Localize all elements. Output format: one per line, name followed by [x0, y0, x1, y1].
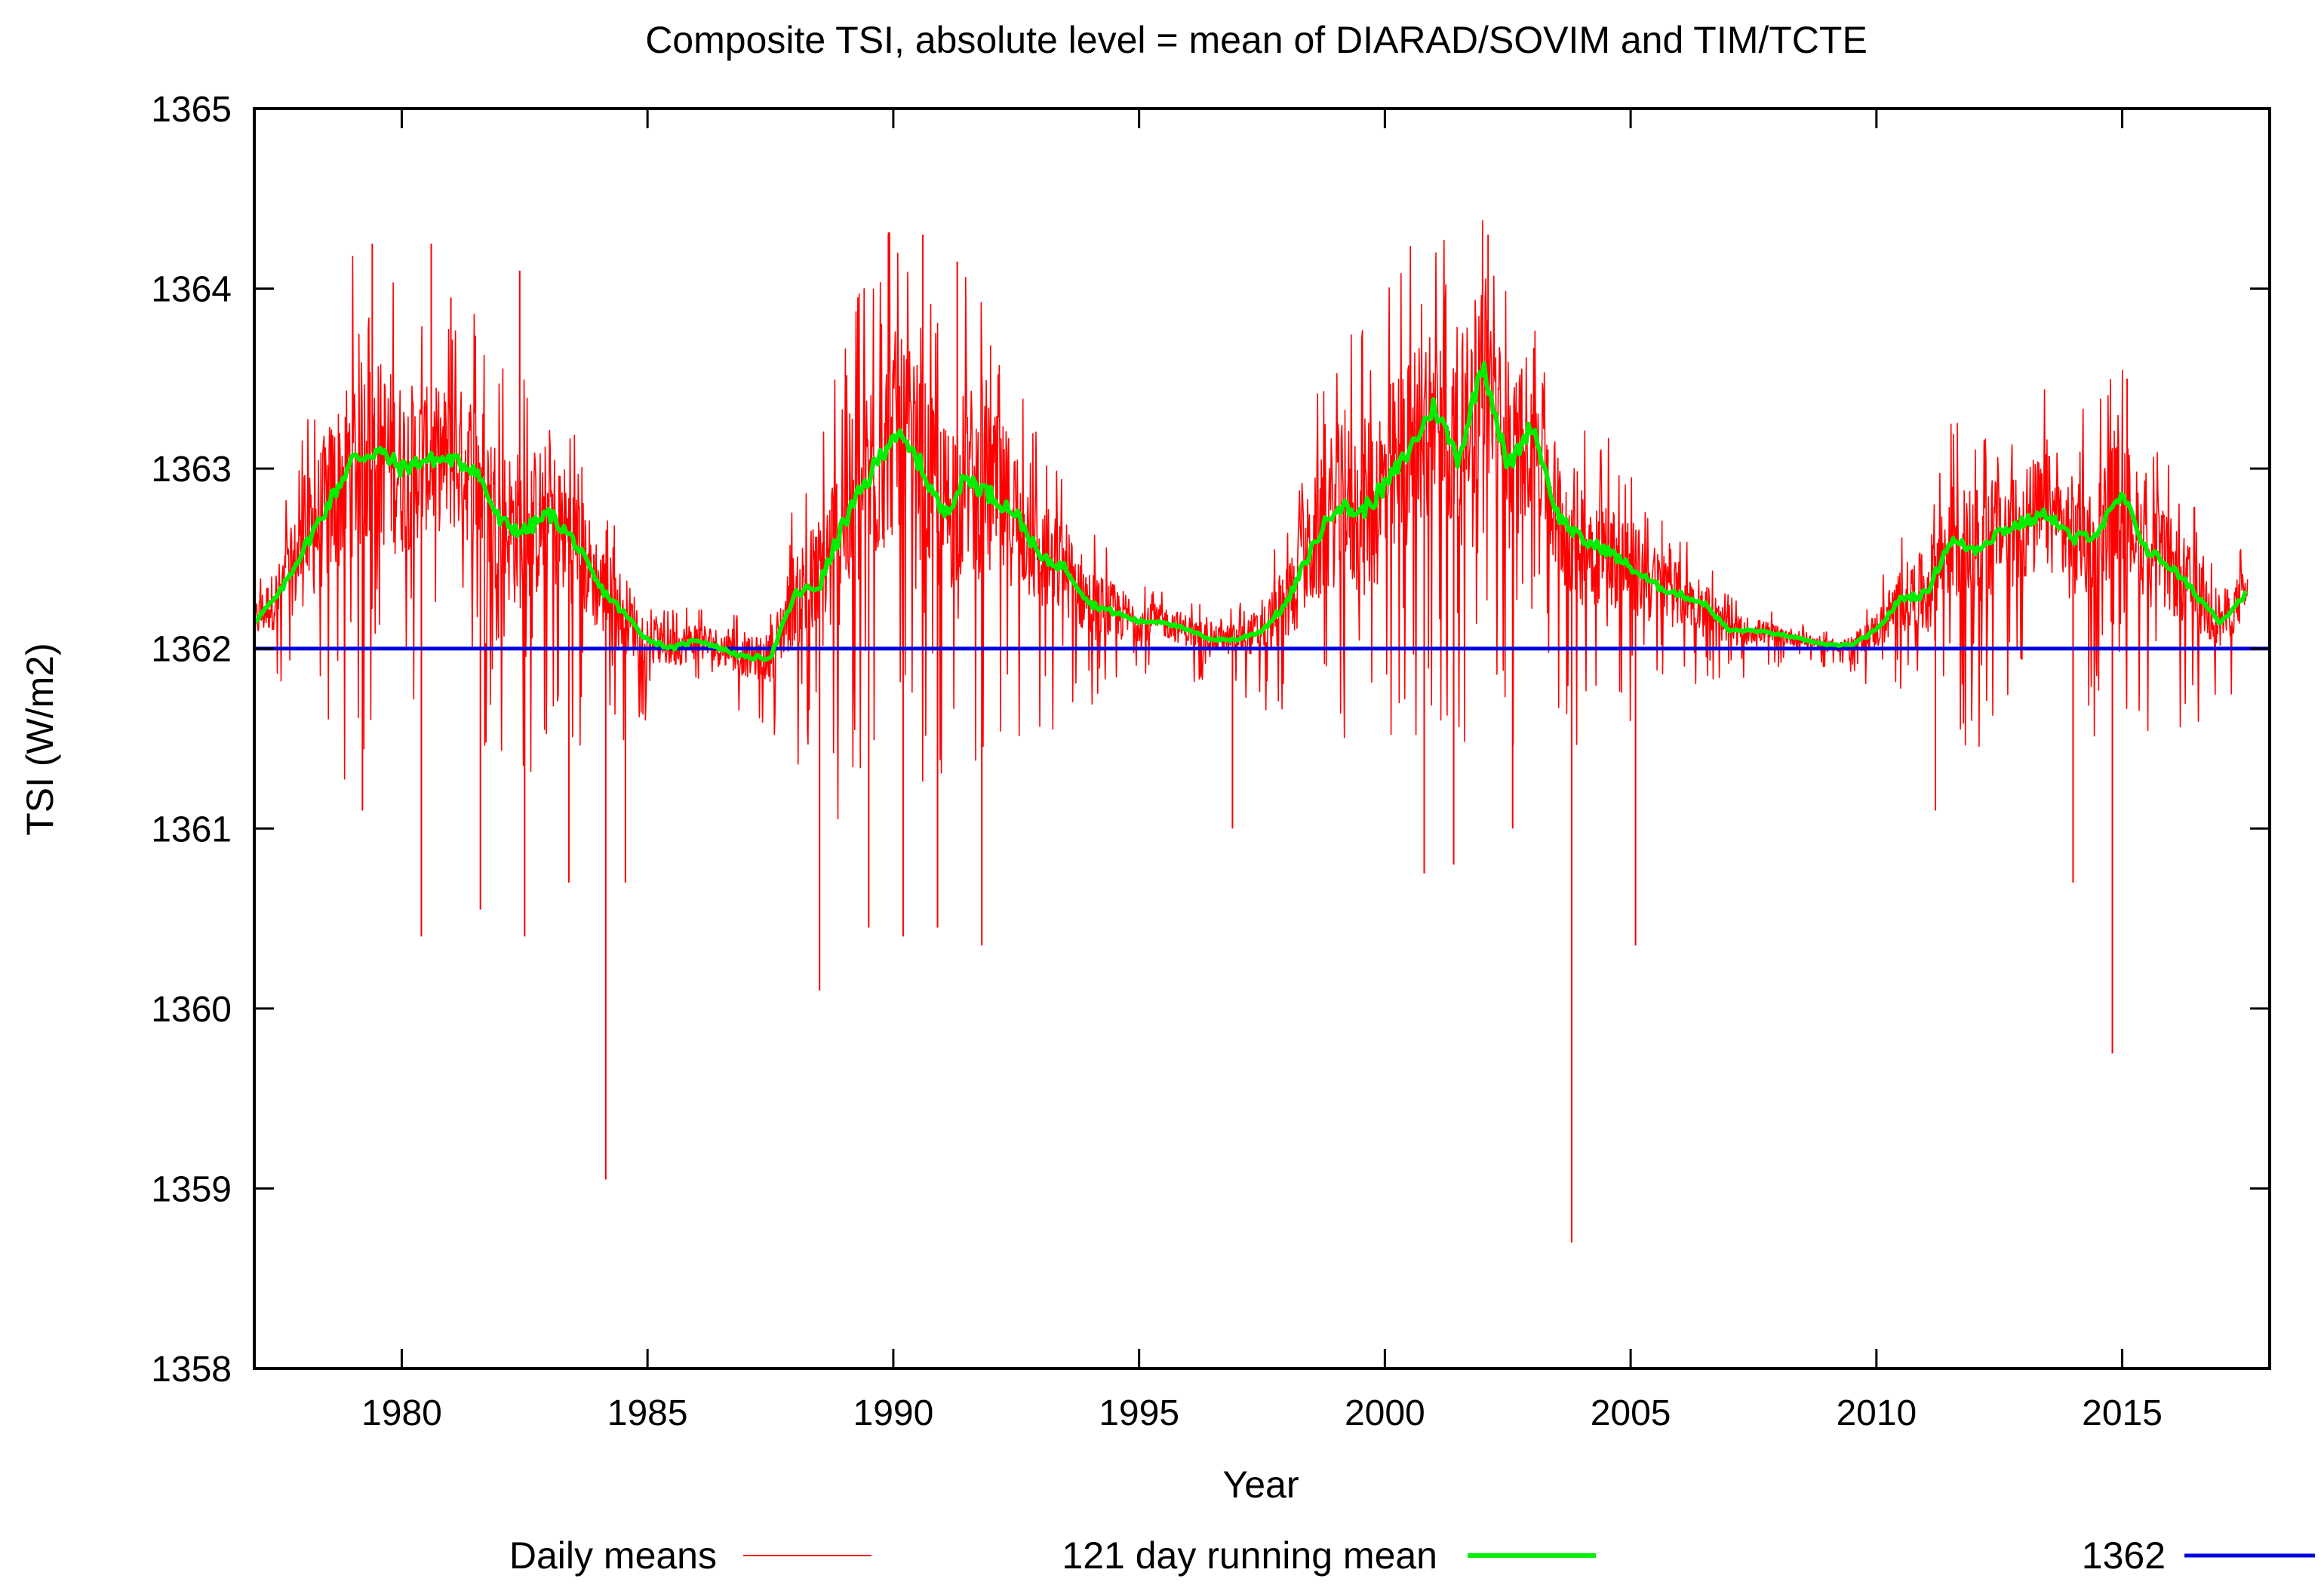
legend-label: Daily means	[509, 1534, 717, 1577]
x-tick-label: 1985	[607, 1393, 688, 1433]
y-tick-label: 1364	[151, 270, 232, 310]
y-tick-label: 1363	[151, 450, 232, 490]
x-tick-label: 1995	[1099, 1393, 1179, 1433]
legend-label: 1362	[2082, 1534, 2166, 1577]
y-tick-label: 1365	[151, 90, 232, 130]
y-tick-label: 1362	[151, 630, 232, 670]
y-tick-label: 1361	[151, 809, 232, 849]
running-mean-line	[254, 361, 2248, 662]
x-tick-label: 2005	[1591, 1393, 1671, 1433]
plot-frame	[253, 107, 2271, 1370]
y-tick-label: 1359	[151, 1169, 232, 1209]
y-tick-label: 1358	[151, 1350, 232, 1390]
daily-means-line	[254, 220, 2249, 820]
y-axis-label: TSI (W/m2)	[19, 643, 61, 836]
chart-title: Composite TSI, absolute level = mean of …	[645, 19, 1868, 61]
y-tick-label: 1360	[151, 990, 232, 1030]
x-tick-label: 2015	[2082, 1393, 2163, 1433]
x-tick-label: 2000	[1345, 1393, 1425, 1433]
legend-label: 121 day running mean	[1062, 1534, 1437, 1577]
legend: Daily means 121 day running mean 1362	[509, 1534, 2315, 1577]
x-axis-label: Year	[1222, 1464, 1299, 1506]
x-tick-label: 2010	[1836, 1393, 1917, 1433]
x-tick-label: 1980	[361, 1393, 442, 1433]
x-tick-label: 1990	[853, 1393, 934, 1433]
